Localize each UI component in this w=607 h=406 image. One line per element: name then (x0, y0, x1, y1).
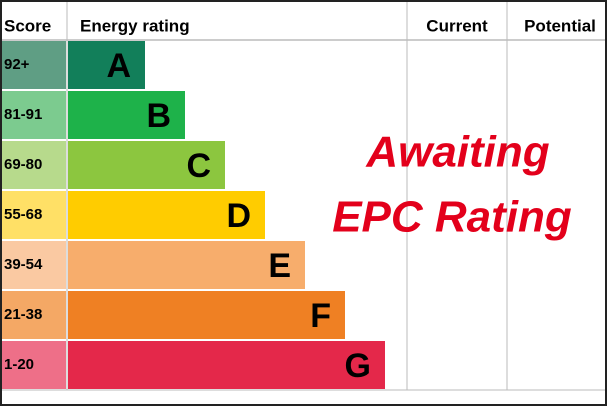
score-cell (2, 41, 66, 89)
rating-bar (68, 91, 185, 139)
score-cell (2, 191, 66, 239)
rating-letter: F (310, 297, 331, 335)
overlay-line: Awaiting (365, 128, 549, 177)
score-cell (2, 241, 66, 289)
score-label: 39-54 (4, 256, 43, 273)
rating-bar (68, 41, 145, 89)
rating-bar (68, 341, 385, 389)
rating-bar (68, 291, 345, 339)
score-cell (2, 291, 66, 339)
score-label: 81-91 (4, 106, 42, 123)
overlay-line: EPC Rating (332, 193, 572, 242)
score-cell (2, 91, 66, 139)
header-potential: Potential (524, 16, 596, 35)
header-score: Score (4, 16, 51, 35)
header-energy: Energy rating (80, 16, 190, 35)
rating-bar (68, 191, 265, 239)
score-label: 55-68 (4, 206, 42, 223)
score-label: 92+ (4, 56, 30, 73)
rating-bar (68, 141, 225, 189)
rating-letter: B (146, 97, 171, 135)
score-label: 69-80 (4, 156, 42, 173)
score-label: 1-20 (4, 356, 34, 373)
score-cell (2, 341, 66, 389)
rating-letter: C (186, 147, 211, 185)
rating-letter: E (268, 247, 291, 285)
rating-letter: G (345, 347, 371, 385)
score-cell (2, 141, 66, 189)
rating-bar (68, 241, 305, 289)
header-current: Current (426, 16, 488, 35)
rating-letter: D (226, 197, 251, 235)
rating-letter: A (106, 47, 131, 85)
score-label: 21-38 (4, 306, 42, 323)
